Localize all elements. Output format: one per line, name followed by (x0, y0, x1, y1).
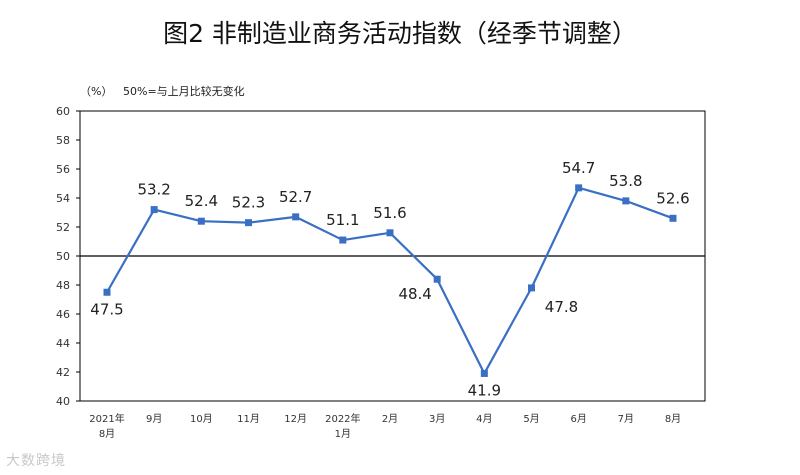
x-tick-label: 8月 (99, 428, 115, 440)
y-tick-label: 44 (56, 337, 70, 350)
data-label: 54.7 (562, 159, 595, 177)
data-label: 52.3 (232, 194, 265, 212)
data-point (245, 219, 252, 227)
y-tick-label: 56 (56, 163, 70, 176)
data-label: 52.6 (656, 189, 689, 207)
data-label: 51.1 (326, 211, 359, 229)
data-label: 53.2 (137, 181, 170, 199)
data-label: 52.4 (185, 192, 218, 210)
reference-note: 50%=与上月比较无变化 (123, 84, 245, 98)
watermark: 大数跨境 (6, 453, 66, 469)
data-label: 47.8 (545, 298, 578, 316)
x-tick-label: 4月 (476, 413, 492, 425)
y-tick-label: 60 (56, 105, 70, 118)
data-label: 48.4 (398, 285, 431, 303)
chart-title: 图2 非制造业商务活动指数（经季节调整） (163, 19, 637, 48)
y-tick-label: 46 (56, 308, 70, 321)
data-point (339, 236, 347, 244)
data-point (292, 213, 300, 221)
x-tick-label: 11月 (237, 413, 260, 425)
y-tick-label: 54 (56, 192, 70, 205)
data-point (622, 197, 630, 205)
data-point (528, 284, 535, 292)
x-tick-label: 10月 (190, 413, 213, 425)
y-tick-label: 52 (56, 221, 70, 234)
data-point (575, 184, 583, 192)
x-tick-label: 3月 (429, 413, 445, 425)
x-tick-label: 2021年 (89, 412, 124, 425)
data-label: 52.7 (279, 188, 312, 206)
x-tick-label: 9月 (146, 413, 162, 425)
y-tick-label: 40 (56, 395, 70, 408)
data-point (150, 206, 158, 214)
x-tick-label: 2022年 (325, 412, 360, 425)
x-tick-label: 12月 (284, 413, 307, 425)
x-tick-label: 6月 (570, 413, 586, 425)
x-tick-label: 5月 (523, 413, 539, 425)
x-tick-label: 1月 (335, 428, 351, 440)
unit-label: （%） (80, 85, 112, 98)
data-point (669, 214, 677, 222)
data-point (386, 229, 394, 237)
data-point (197, 217, 205, 225)
data-point (103, 288, 111, 296)
y-tick-label: 50 (56, 250, 70, 263)
data-label: 41.9 (468, 381, 501, 399)
x-tick-label: 2月 (382, 413, 398, 425)
data-label: 51.6 (373, 204, 406, 222)
data-point (480, 369, 488, 377)
data-label: 47.5 (90, 300, 123, 318)
x-tick-label: 8月 (665, 413, 681, 425)
y-tick-label: 48 (56, 279, 70, 292)
data-point (433, 275, 441, 283)
y-tick-label: 58 (56, 134, 70, 147)
data-label: 53.8 (609, 172, 642, 190)
y-tick-label: 42 (56, 366, 70, 379)
x-tick-label: 7月 (618, 413, 634, 425)
